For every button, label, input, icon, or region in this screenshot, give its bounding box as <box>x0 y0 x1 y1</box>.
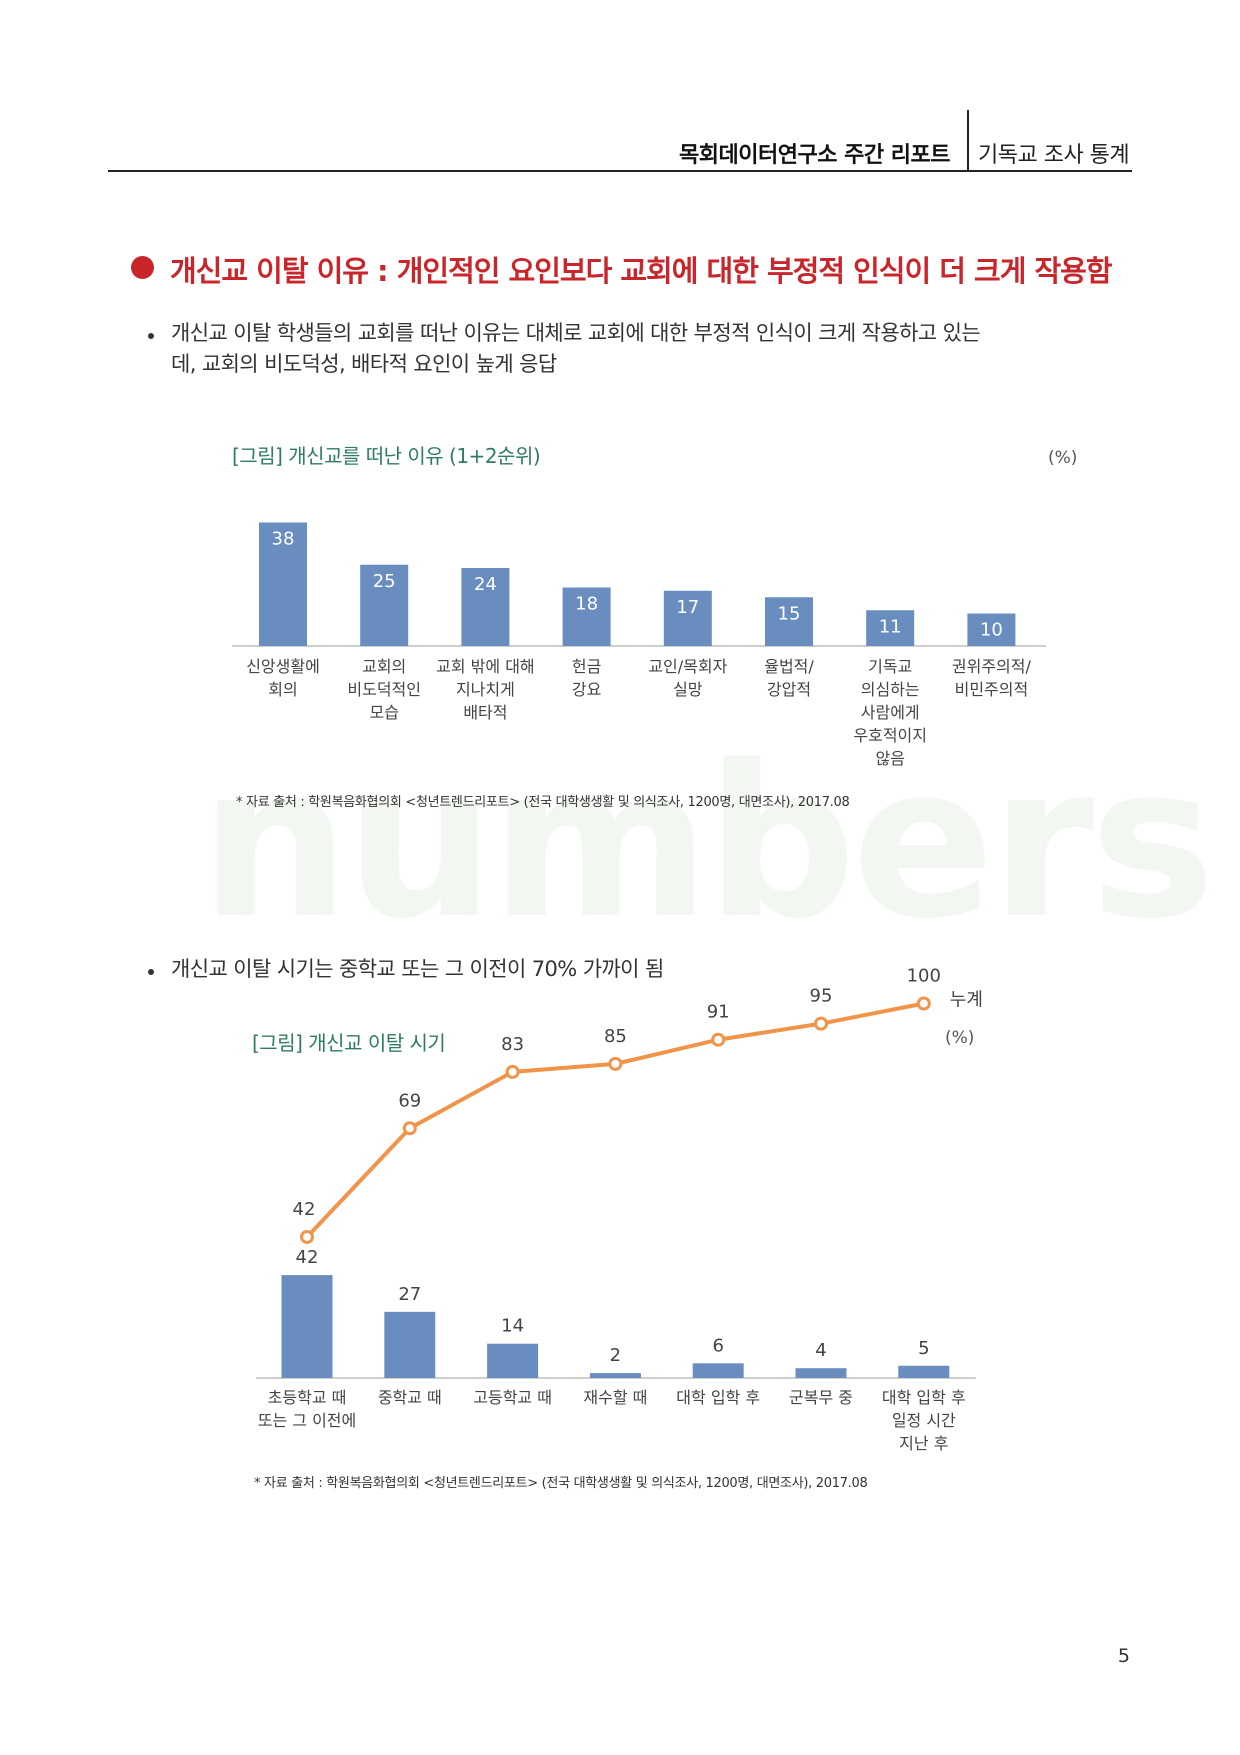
bar <box>487 1343 539 1378</box>
bar <box>866 610 915 646</box>
category-label: 교회 밖에 대해 <box>436 657 535 676</box>
category-label: 모습 <box>369 703 398 722</box>
bar <box>360 564 409 646</box>
figure-1-unit: (%) <box>1048 448 1078 468</box>
header-brand: 목회데이터연구소 주간 리포트 <box>679 143 950 168</box>
bar-value-label: 11 <box>879 616 902 637</box>
figure-2-source: * 자료 출처 : 학원복음화협의회 <청년트렌드리포트> (전국 대학생생활 … <box>254 1476 868 1491</box>
category-label: 대학 입학 후 <box>882 1388 966 1407</box>
cumulative-value-label: 91 <box>707 1002 730 1023</box>
category-label: 초등학교 때 <box>268 1388 347 1407</box>
cumulative-value-label: 42 <box>293 1199 316 1220</box>
page-number: 5 <box>1117 1645 1130 1667</box>
bar-value-label: 24 <box>474 574 497 595</box>
cumulative-value-label: 83 <box>501 1034 524 1055</box>
category-label: 군복무 중 <box>789 1388 853 1407</box>
category-label: 사람에게 <box>861 703 920 722</box>
category-label: 교회의 <box>362 657 406 676</box>
bar-value-label: 10 <box>980 620 1003 641</box>
header-section: 기독교 조사 통계 <box>978 143 1130 168</box>
figure-1-source: * 자료 출처 : 학원복음화협의회 <청년트렌드리포트> (전국 대학생생활 … <box>236 795 850 810</box>
figure-2-unit: (%) <box>945 1028 975 1048</box>
bullet-dot-icon <box>148 333 154 339</box>
chart-leave-timing: 42 초등학교 때또는 그 이전에 27 중학교 때 14 고등학교 때 2 재수할 때 6 대학… <box>256 966 983 1453</box>
category-label: 중학교 때 <box>378 1388 442 1407</box>
bar <box>259 522 307 646</box>
cumulative-value-label: 69 <box>398 1090 421 1111</box>
bar-value-label: 18 <box>575 594 598 615</box>
bar-value-label: 17 <box>676 597 699 618</box>
bar <box>281 1275 333 1378</box>
bullet-2: 개신교 이탈 시기는 중학교 또는 그 이전이 70% 가까이 됨 <box>171 957 664 981</box>
bar-value-label: 42 <box>296 1247 319 1268</box>
category-label: 실망 <box>673 680 703 699</box>
category-label: 헌금 <box>572 657 601 676</box>
bar-value-label: 2 <box>610 1345 621 1366</box>
bar <box>967 613 1016 646</box>
legend-cumulative-label: 누계 <box>950 990 983 1011</box>
category-label: 강요 <box>572 680 601 699</box>
bar-value-label: 38 <box>272 529 295 550</box>
category-label: 고등학교 때 <box>473 1388 552 1407</box>
category-label: 지나치게 <box>456 680 515 699</box>
cumulative-point <box>300 1229 314 1244</box>
cumulative-point <box>402 1121 417 1136</box>
bullet-dot-icon <box>148 969 154 975</box>
figure-1-title: [그림] 개신교를 떠난 이유 (1+2순위) <box>232 444 541 468</box>
category-label: 일정 시간 <box>892 1411 956 1430</box>
watermark: numbers <box>200 720 1215 965</box>
category-label: 기독교 <box>868 657 912 676</box>
category-label: 권위주의적/ <box>952 657 1032 676</box>
category-label: 않음 <box>875 749 904 768</box>
category-label: 율법적/ <box>764 657 814 676</box>
bar-value-label: 27 <box>398 1284 421 1305</box>
category-label: 우호적이지 <box>853 726 927 745</box>
category-label: 또는 그 이전에 <box>258 1411 357 1430</box>
category-label: 재수할 때 <box>583 1388 647 1407</box>
bar <box>589 1373 641 1378</box>
bar-value-label: 25 <box>373 571 396 592</box>
bar <box>562 587 611 646</box>
header-divider <box>967 110 969 170</box>
cumulative-value-label: 85 <box>604 1026 627 1047</box>
bar <box>663 590 712 646</box>
cumulative-point <box>711 1032 726 1047</box>
category-label: 비도덕적인 <box>347 680 421 699</box>
header-rule <box>108 170 1132 172</box>
figure-2-title: [그림] 개신교 이탈 시기 <box>252 1031 446 1055</box>
category-label: 대학 입학 후 <box>676 1388 760 1407</box>
bar <box>898 1365 950 1378</box>
cumulative-value-label: 95 <box>810 986 833 1007</box>
bar-value-label: 4 <box>815 1340 826 1361</box>
cumulative-point <box>505 1064 520 1079</box>
bar-value-label: 14 <box>501 1316 524 1337</box>
bar <box>795 1368 847 1378</box>
category-label: 신앙생활에 <box>246 657 320 676</box>
bar <box>765 597 813 646</box>
category-label: 교인/목회자 <box>648 657 727 676</box>
category-label: 강압적 <box>767 680 811 699</box>
cumulative-point <box>814 1016 828 1031</box>
bar-value-label: 15 <box>778 603 801 624</box>
cumulative-point <box>916 996 931 1011</box>
section-title: 개신교 이탈 이유 : 개인적인 요인보다 교회에 대한 부정적 인식이 더 크… <box>170 254 1113 288</box>
bullet-1-line-1: 개신교 이탈 학생들의 교회를 떠난 이유는 대체로 교회에 대한 부정적 인식… <box>171 321 981 345</box>
bar <box>461 568 510 646</box>
bar-value-label: 5 <box>918 1338 929 1359</box>
category-label: 배타적 <box>463 703 507 722</box>
cumulative-value-label: 100 <box>907 966 941 987</box>
bullet-1-line-2: 데, 교회의 비도덕성, 배타적 요인이 높게 응답 <box>171 352 557 376</box>
category-label: 비민주의적 <box>955 680 1029 699</box>
section-bullet-icon <box>131 256 154 279</box>
category-label: 지난 후 <box>899 1434 948 1453</box>
category-label: 회의 <box>268 680 297 699</box>
bar <box>692 1363 744 1378</box>
bar <box>384 1311 436 1378</box>
bullet-1: 개신교 이탈 학생들의 교회를 떠난 이유는 대체로 교회에 대한 부정적 인식… <box>171 318 981 380</box>
category-label: 의심하는 <box>861 680 920 699</box>
bar-value-label: 6 <box>712 1335 723 1356</box>
cumulative-point <box>608 1056 623 1071</box>
